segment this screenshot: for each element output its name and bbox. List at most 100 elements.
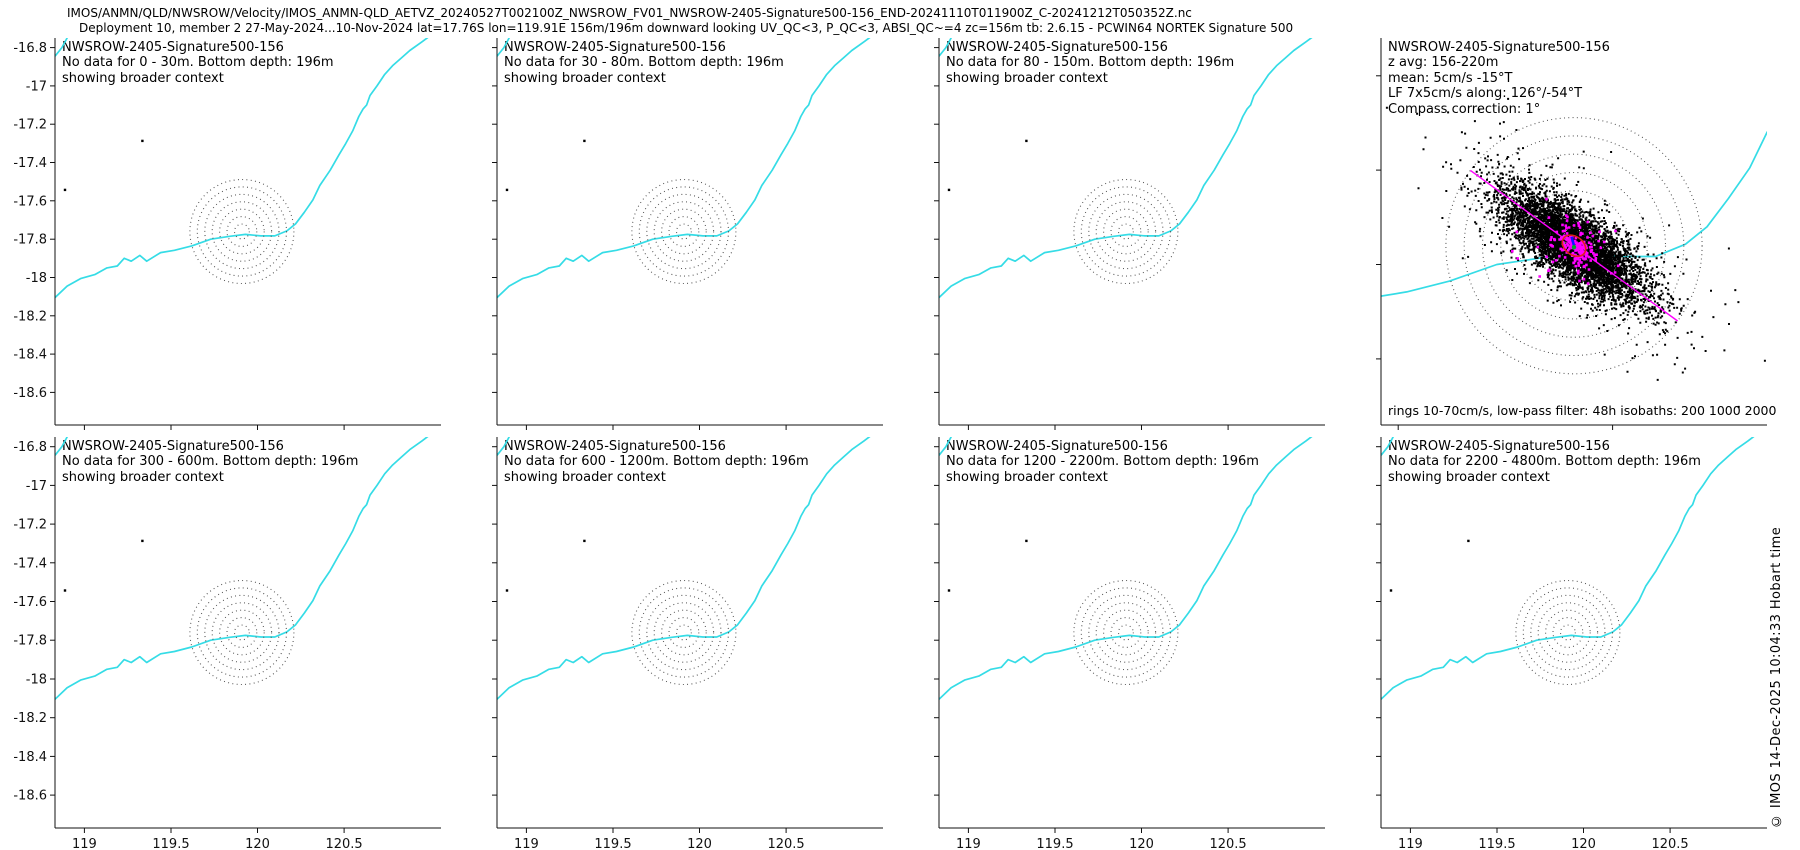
panel-1-status-line: No data for 0 - 30m. Bottom depth: 196m (62, 55, 334, 71)
panel-1-context-line: showing broader context (62, 70, 224, 86)
velocity-ring (1463, 135, 1685, 357)
velocity-ring (1481, 153, 1667, 338)
y-tick-label: -17 (26, 79, 47, 94)
y-tick-label: -17.8 (13, 233, 47, 248)
panel-8-context-line: showing broader context (1388, 469, 1550, 485)
map-dot (63, 188, 67, 192)
panel-4-mean-line: mean: 5cm/s -15°T (1388, 70, 1513, 86)
velocity-ring (1117, 624, 1134, 641)
velocity-ring (1110, 617, 1142, 648)
y-tick-label: -17.8 (13, 634, 47, 649)
panel-4-compass-line: Compass correction: 1° (1388, 101, 1541, 117)
x-tick-label: 119.5 (152, 837, 189, 850)
velocity-ring (204, 193, 280, 270)
velocity-ring (1073, 178, 1179, 285)
velocity-ring (1088, 193, 1164, 270)
velocity-ring (1522, 587, 1614, 678)
velocity-ring (638, 587, 730, 678)
x-tick-label: 120.5 (767, 837, 804, 850)
y-tick-label: -17.6 (13, 595, 47, 610)
panel-6-context-line: showing broader context (504, 469, 666, 485)
map-dot (947, 589, 951, 592)
velocity-ring (233, 624, 250, 641)
velocity-ring (219, 208, 265, 255)
velocity-ring (1117, 223, 1134, 240)
velocity-ring (1088, 594, 1164, 671)
y-tick-label: -18.6 (13, 386, 47, 401)
velocity-ring (1103, 208, 1149, 255)
velocity-ring (1518, 190, 1630, 302)
panel-3-context-line: showing broader context (946, 70, 1108, 86)
map-dot (947, 188, 951, 192)
panel-6-device-label: NWSROW-2405-Signature500-156 (504, 439, 726, 454)
x-tick-label: 120.5 (1651, 837, 1688, 850)
velocity-ring (1080, 186, 1172, 277)
panel-5-axes (50, 437, 441, 833)
map-dot (1389, 589, 1393, 592)
velocity-ring (1555, 226, 1593, 265)
velocity-ring (219, 609, 265, 656)
panel-2-axes (492, 38, 883, 430)
velocity-ring (1073, 579, 1179, 686)
map-dot (583, 139, 586, 143)
x-tick-label: 119.5 (594, 837, 631, 850)
x-tick-label: 119 (1398, 837, 1423, 850)
map-dot (505, 589, 509, 592)
velocity-ring (631, 178, 737, 285)
y-tick-label: -17.6 (13, 194, 47, 209)
figure-title-line1: IMOS/ANMN/QLD/NWSROW/Velocity/IMOS_ANMN-… (67, 6, 1192, 20)
x-tick-label: 119 (72, 837, 97, 850)
panel-7-device-label: NWSROW-2405-Signature500-156 (946, 439, 1168, 454)
y-tick-label: -18.6 (13, 789, 47, 804)
y-tick-label: -18 (26, 271, 47, 286)
panel-7-context-line: showing broader context (946, 469, 1108, 485)
map-dot (505, 188, 509, 192)
mean-vector (1570, 236, 1576, 247)
velocity-ring (1095, 201, 1157, 262)
velocity-ring (675, 223, 692, 240)
map-dot (1467, 539, 1470, 543)
x-tick-label: 119.5 (1036, 837, 1073, 850)
panel-1-annotation: NWSROW-2405-Signature500-156 No data for… (62, 40, 334, 86)
x-tick-label: 119.5 (1478, 837, 1515, 850)
velocity-ring (1110, 216, 1142, 247)
y-tick-label: -17.2 (13, 118, 47, 133)
panel-5-status-line: No data for 300 - 600m. Bottom depth: 19… (62, 454, 359, 470)
y-tick-label: -17 (26, 479, 47, 494)
panel-8-device-label: NWSROW-2405-Signature500-156 (1388, 439, 1610, 454)
panel-6-annotation: NWSROW-2405-Signature500-156 No data for… (504, 439, 809, 485)
panel-3-device-label: NWSROW-2405-Signature500-156 (946, 40, 1168, 55)
velocity-ring (661, 609, 707, 656)
x-tick-label: 120 (245, 837, 270, 850)
panel-3-status-line: No data for 80 - 150m. Bottom depth: 196… (946, 55, 1235, 71)
velocity-ring (204, 594, 280, 671)
panel-2-device-label: NWSROW-2405-Signature500-156 (504, 40, 726, 55)
panel-1-device-label: NWSROW-2405-Signature500-156 (62, 40, 284, 55)
velocity-ring (646, 193, 722, 270)
panel-4-zavg-line: z avg: 156-220m (1388, 55, 1499, 71)
velocity-ring (226, 617, 258, 648)
panel-3-axes (934, 38, 1325, 430)
x-tick-label: 120 (1129, 837, 1154, 850)
velocity-ring (233, 223, 250, 240)
map-dot (141, 539, 144, 543)
velocity-ring (631, 579, 737, 686)
panel-3-annotation: NWSROW-2405-Signature500-156 No data for… (946, 40, 1234, 86)
rings-footnote: rings 10-70cm/s, low-pass filter: 48h is… (1388, 403, 1777, 418)
map-dot (1326, 21, 1328, 23)
panel-1-axes (50, 38, 441, 430)
origin-marker (1571, 245, 1577, 250)
map-dot (583, 539, 586, 543)
velocity-ring (1500, 171, 1648, 320)
y-tick-label: -17.2 (13, 518, 47, 533)
panel-2-context-line: showing broader context (504, 70, 666, 86)
map-dot (63, 589, 67, 592)
x-tick-label: 119 (514, 837, 539, 850)
panel-6-status-line: No data for 600 - 1200m. Bottom depth: 1… (504, 454, 809, 470)
velocity-ring (1515, 579, 1621, 686)
principal-axis-line (1469, 169, 1679, 322)
panel-5-context-line: showing broader context (62, 469, 224, 485)
velocity-ring (638, 186, 730, 277)
